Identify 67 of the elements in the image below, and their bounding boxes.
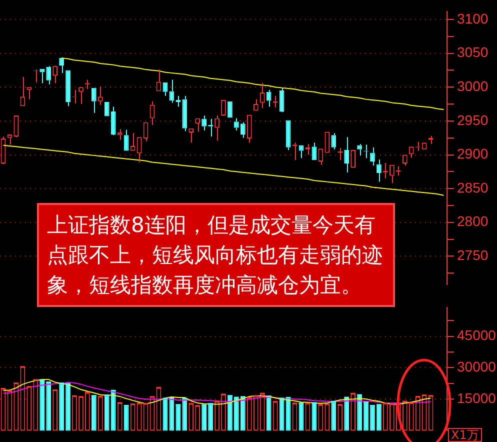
bar [376,404,382,431]
bar [104,395,110,431]
candlestick [402,154,408,166]
y-tick-label: 2900 [457,146,488,162]
candlestick [66,70,70,107]
bar [344,397,350,431]
candlestick [169,79,174,104]
y-tick-label: 2750 [457,247,488,264]
bar [92,396,96,431]
bar [331,402,336,431]
candlestick [260,82,265,109]
bar [266,396,272,431]
candlestick [376,158,382,182]
candlestick [350,150,356,168]
bar [182,398,188,431]
candlestick [240,122,246,138]
candlestick [221,100,226,116]
candlestick [46,66,52,85]
candlestick [124,129,129,151]
bar [228,396,232,431]
bar [364,402,368,431]
y-tick-label: 2950 [457,112,488,128]
candlestick [195,118,200,132]
bar [124,406,129,431]
candlestick [214,115,220,142]
candlestick [92,88,96,114]
bar [370,406,375,431]
candlestick [234,118,239,131]
y-tick-label: 3100 [457,10,488,26]
y-tick-label: 3000 [457,78,488,94]
bar [202,405,206,431]
y-tick-label: 15000 [457,390,496,406]
annotation: 上证指数8连阳，但是成交量今天有点跟不上，短线风向标也有走弱的迹象，短线指数再度冲高减仓为宜。 [37,203,395,307]
bar [59,383,64,431]
bar [176,404,181,431]
y-tick-label: 2800 [457,213,488,230]
candlestick [370,146,375,166]
candlestick [40,68,45,84]
candlestick [246,114,252,144]
candlestick [228,101,232,118]
bar [234,397,239,431]
candlestick [104,102,110,116]
candlestick [324,132,330,153]
candlestick [318,148,324,166]
candlestick [390,164,394,184]
candlestick [331,132,336,150]
candlestick [266,89,272,108]
bar [240,396,246,431]
y-tick-label: 2850 [457,179,488,196]
candlestick [52,66,58,84]
y-tick-label: 45000 [457,327,496,344]
candlestick [78,87,84,105]
candlestick [182,95,188,132]
y-tick-label: 30000 [457,358,496,375]
candlestick [357,143,362,156]
candlestick [7,134,12,146]
candlestick [26,87,32,100]
bar [66,384,70,431]
candlestick [202,115,206,131]
y-axis-title: X1万 [448,428,482,442]
bar [357,394,362,431]
candlestick [344,136,350,173]
bar [46,382,52,431]
candlestick [188,128,194,144]
y-tick-label: 3050 [457,44,488,60]
candlestick [20,76,26,106]
bar [208,404,213,431]
